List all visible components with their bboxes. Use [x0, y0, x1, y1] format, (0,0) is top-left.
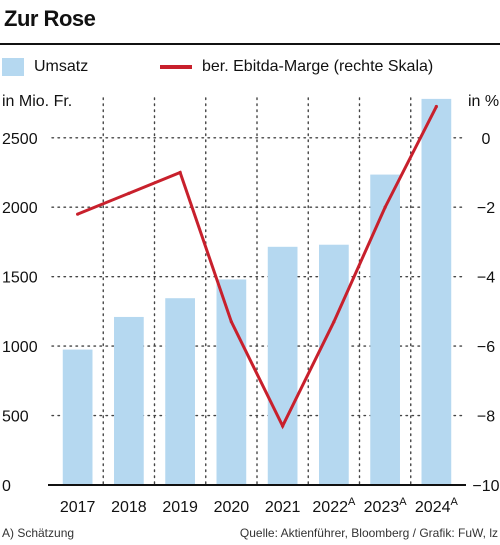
y-left-tick-label: 1500 [2, 270, 38, 287]
y-left-tick-label: 2000 [2, 200, 38, 217]
footnote: A) Schätzung [2, 526, 75, 540]
y-left-tick-label: 2500 [2, 131, 38, 148]
x-tick-label: 2017 [60, 499, 96, 516]
y-right-tick-label: −2 [477, 200, 495, 217]
x-tick-label: 2018 [111, 499, 147, 516]
y-left-tick-label: 0 [2, 478, 11, 495]
bar-umsatz [267, 246, 298, 485]
legend: Umsatz ber. Ebitda-Marge (rechte Skala) [0, 58, 500, 80]
legend-item-bars: Umsatz [2, 58, 88, 76]
line-point-ebitda-marge [434, 104, 438, 109]
legend-label-bars: Umsatz [34, 58, 89, 75]
line-point-ebitda-marge [76, 212, 80, 216]
line-point-ebitda-marge [281, 424, 285, 428]
y-right-tick-label: −4 [477, 270, 495, 287]
line-ebitda-marge [77, 105, 438, 430]
x-tick-label: 2022A [312, 496, 356, 516]
bar-umsatz [370, 174, 400, 486]
y-right-tick-label: −10 [472, 478, 499, 495]
y-left-tick-label: 1000 [2, 339, 38, 356]
y-right-tick-label: −8 [477, 409, 495, 426]
title-rule [0, 43, 500, 45]
line-point-ebitda-marge [229, 320, 233, 324]
y-left-tick-label: 500 [2, 409, 29, 426]
legend-swatch-line [160, 65, 192, 69]
x-tick-label: 2019 [162, 499, 198, 516]
y-right-axis-label: in % [468, 93, 499, 110]
bar-umsatz [165, 298, 195, 485]
x-tick-label: 2024A [415, 496, 459, 516]
bar-umsatz [216, 279, 247, 485]
line-point-ebitda-marge [178, 170, 182, 175]
bar-umsatz [421, 98, 452, 485]
line-point-ebitda-marge [383, 205, 387, 209]
legend-swatch-bars [2, 58, 24, 76]
chart-title: Zur Rose [4, 6, 96, 31]
x-tick-label: 2021 [265, 499, 301, 516]
legend-label-line: ber. Ebitda-Marge (rechte Skala) [202, 58, 434, 75]
bar-umsatz [114, 316, 144, 485]
y-right-tick-label: 0 [482, 131, 491, 148]
line-point-ebitda-marge [332, 320, 336, 324]
bar-umsatz [62, 349, 93, 485]
line-point-ebitda-marge [127, 191, 131, 195]
y-left-axis-label: in Mio. Fr. [2, 93, 72, 110]
y-right-tick-label: −6 [477, 339, 495, 356]
x-tick-label: 2023A [364, 496, 408, 516]
legend-item-line: ber. Ebitda-Marge (rechte Skala) [160, 58, 433, 76]
source-note: Quelle: Aktienführer, Bloomberg / Grafik… [239, 526, 498, 540]
bar-umsatz [319, 244, 349, 485]
x-tick-label: 2020 [214, 499, 250, 516]
